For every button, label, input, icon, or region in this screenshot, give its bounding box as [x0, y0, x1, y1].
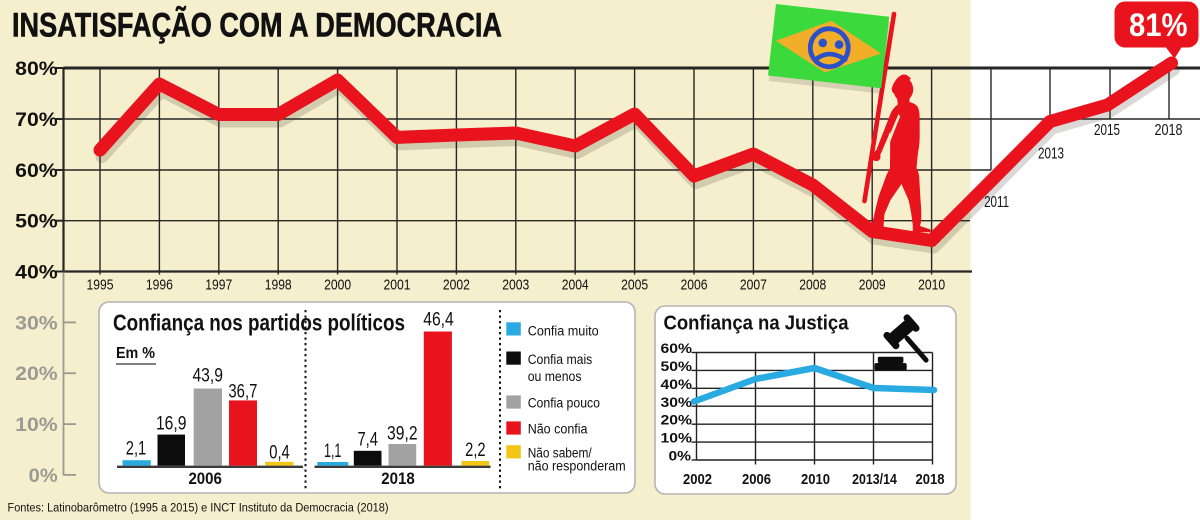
svg-text:30%: 30%: [661, 395, 693, 410]
svg-text:2007: 2007: [740, 277, 767, 294]
svg-text:2005: 2005: [621, 277, 648, 294]
svg-text:2013: 2013: [1038, 145, 1064, 162]
svg-text:2008: 2008: [799, 277, 826, 294]
svg-text:2006: 2006: [742, 471, 771, 488]
svg-text:1,1: 1,1: [324, 441, 342, 462]
svg-text:2018: 2018: [381, 470, 415, 488]
svg-text:16,9: 16,9: [156, 413, 187, 434]
svg-text:2015: 2015: [1094, 122, 1120, 139]
svg-text:39,2: 39,2: [387, 424, 418, 445]
svg-text:Não sabem/: Não sabem/: [528, 446, 592, 462]
svg-text:60%: 60%: [15, 161, 58, 182]
svg-text:2018: 2018: [916, 471, 945, 488]
svg-text:20%: 20%: [661, 413, 693, 428]
svg-text:1996: 1996: [146, 277, 173, 294]
svg-text:50%: 50%: [15, 212, 58, 233]
svg-text:2001: 2001: [384, 277, 411, 294]
svg-text:2013/14: 2013/14: [852, 471, 897, 488]
svg-text:2000: 2000: [324, 277, 351, 294]
svg-text:Confiança na Justiça: Confiança na Justiça: [664, 313, 850, 335]
svg-text:1995: 1995: [87, 277, 114, 294]
svg-text:1998: 1998: [265, 277, 292, 294]
svg-text:36,7: 36,7: [228, 381, 257, 402]
svg-text:20%: 20%: [15, 364, 58, 385]
svg-text:46,4: 46,4: [423, 309, 454, 330]
svg-text:Confiança nos partidos polític: Confiança nos partidos políticos: [113, 310, 405, 336]
svg-text:0%: 0%: [29, 466, 58, 487]
svg-text:43,9: 43,9: [192, 366, 223, 387]
svg-text:2002: 2002: [683, 471, 712, 488]
svg-text:50%: 50%: [661, 359, 693, 374]
svg-text:10%: 10%: [661, 431, 693, 446]
svg-text:30%: 30%: [15, 313, 58, 334]
svg-text:2004: 2004: [562, 277, 589, 294]
svg-text:ou menos: ou menos: [528, 369, 582, 385]
svg-text:2,1: 2,1: [126, 438, 147, 459]
svg-text:2010: 2010: [918, 277, 945, 294]
svg-text:0,4: 0,4: [269, 443, 290, 464]
svg-text:60%: 60%: [661, 341, 693, 356]
svg-text:81%: 81%: [1129, 7, 1188, 43]
svg-text:40%: 40%: [15, 263, 58, 284]
svg-text:2003: 2003: [502, 277, 529, 294]
svg-text:Confia mais: Confia mais: [528, 352, 593, 368]
svg-text:não responderam: não responderam: [528, 459, 626, 475]
svg-text:2011: 2011: [984, 194, 1009, 211]
svg-text:40%: 40%: [661, 377, 693, 392]
svg-text:Confia muito: Confia muito: [528, 323, 599, 339]
svg-text:2009: 2009: [859, 277, 886, 294]
svg-text:7,4: 7,4: [357, 429, 378, 450]
svg-text:INSATISFAÇÃO COM A DEMOCRACIA: INSATISFAÇÃO COM A DEMOCRACIA: [12, 6, 502, 44]
svg-text:2006: 2006: [188, 470, 222, 488]
svg-text:Não confia: Não confia: [528, 422, 588, 438]
svg-text:70%: 70%: [15, 110, 58, 131]
svg-text:80%: 80%: [15, 59, 58, 80]
svg-text:Fontes: Latinobarômetro (1995: Fontes: Latinobarômetro (1995 a 2015) e …: [8, 501, 389, 515]
svg-text:2,2: 2,2: [465, 440, 486, 461]
svg-text:Em %: Em %: [116, 345, 155, 362]
svg-text:2006: 2006: [681, 277, 708, 294]
svg-text:2010: 2010: [801, 471, 830, 488]
svg-text:10%: 10%: [15, 415, 58, 436]
svg-text:2002: 2002: [443, 277, 470, 294]
svg-text:1997: 1997: [205, 277, 232, 294]
svg-text:Confia pouco: Confia pouco: [528, 396, 600, 412]
svg-text:2018: 2018: [1155, 122, 1183, 139]
svg-text:0%: 0%: [669, 449, 692, 464]
